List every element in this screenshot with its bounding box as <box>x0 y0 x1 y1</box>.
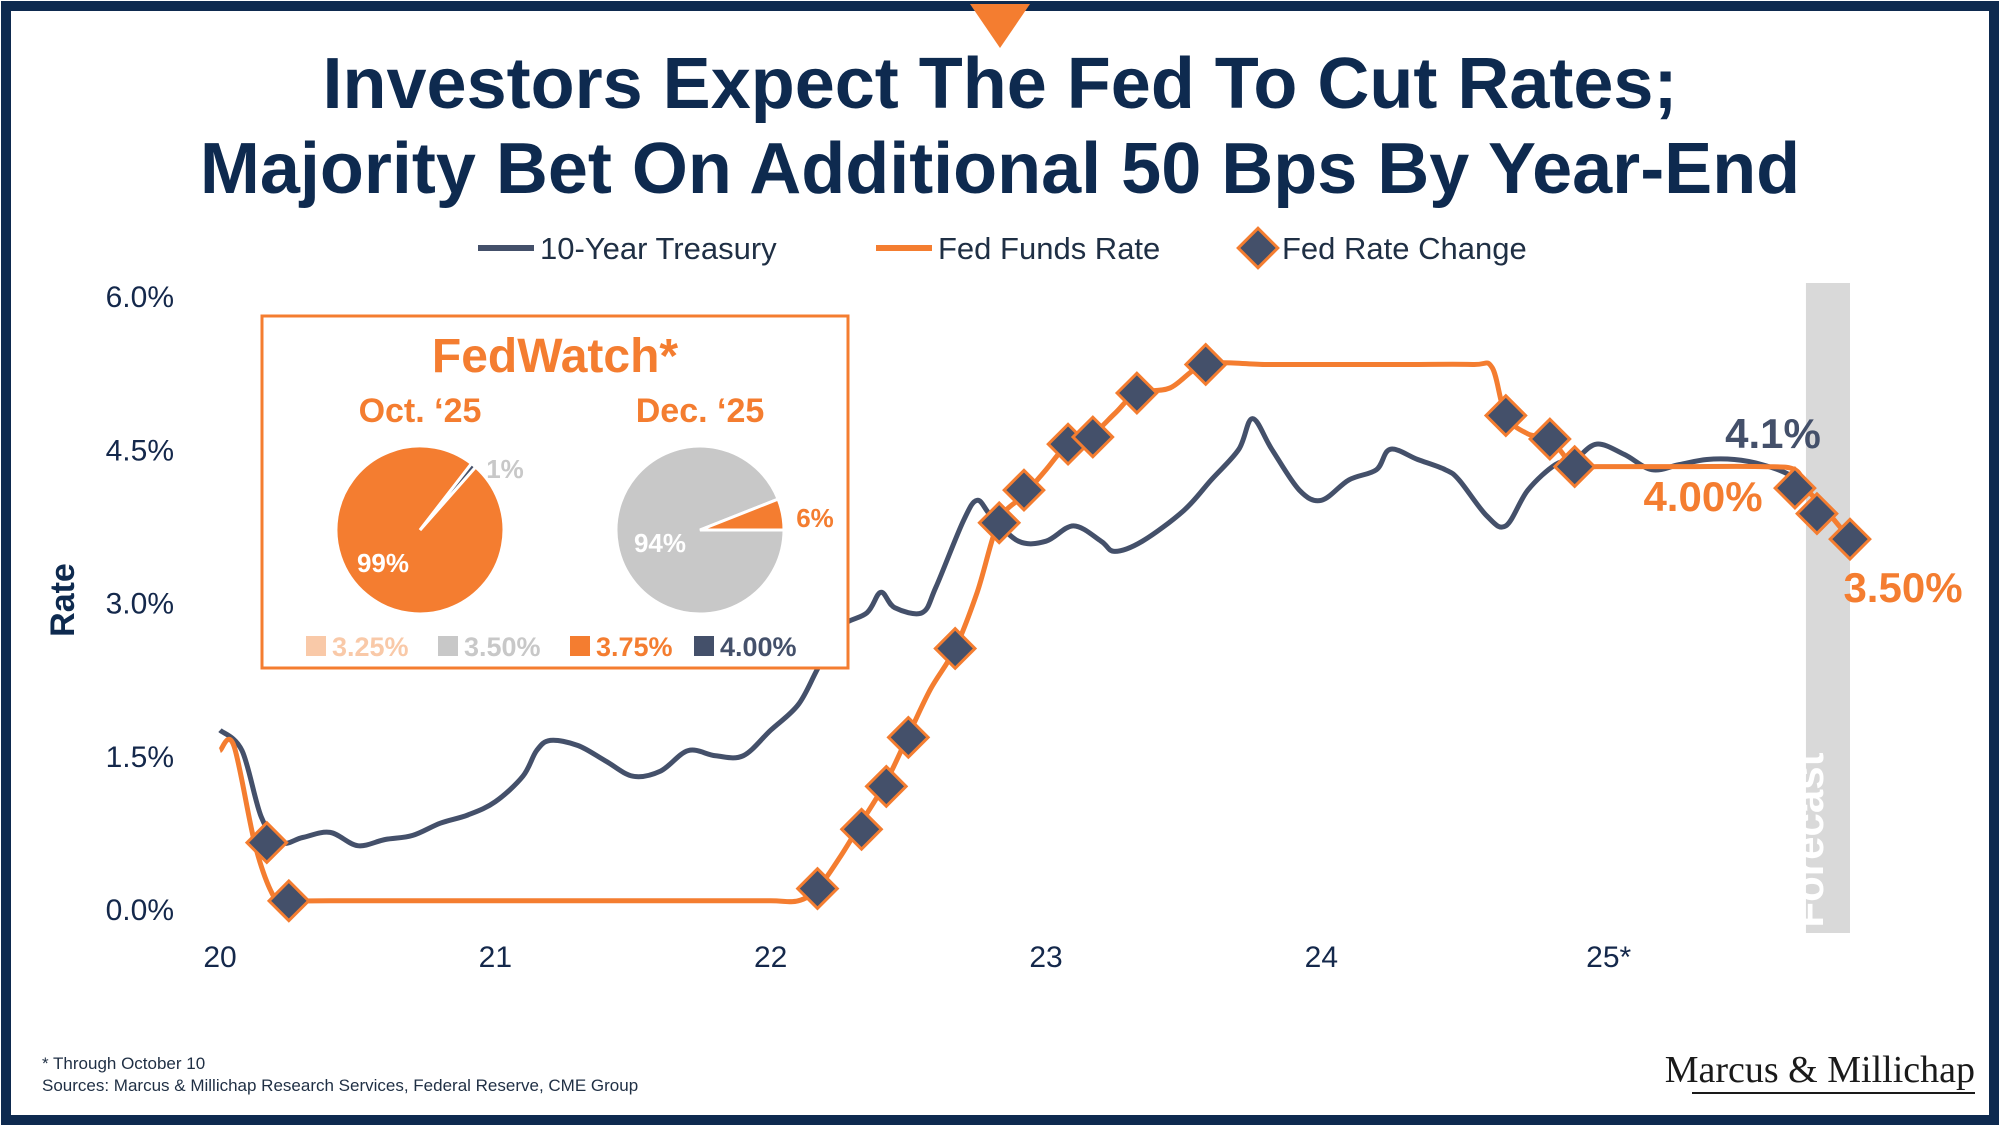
footnote: * Through October 10 <box>42 1054 205 1073</box>
x-tick-label: 21 <box>479 941 512 974</box>
pie-oct-99-label: 99% <box>357 548 409 578</box>
fed-rate-change-marker <box>1070 415 1115 459</box>
inset-title: FedWatch* <box>432 330 679 383</box>
fed-rate-change-marker <box>1183 342 1228 387</box>
legend: 10-Year Treasury Fed Funds Rate Fed Rate… <box>478 226 1527 270</box>
forecast-band-group: Forecast <box>1785 283 1850 933</box>
pie-oct-1-label: 1% <box>486 454 524 484</box>
fed-rate-change-marker <box>933 626 978 671</box>
fed-rate-change-marker <box>266 878 311 923</box>
inset-legend-325: 3.25% <box>332 632 409 662</box>
pie-dec-label: Dec. ‘25 <box>636 392 765 430</box>
top-marker-icon <box>970 4 1030 48</box>
fed-rate-change-marker <box>1483 393 1528 438</box>
fed-rate-change-marker <box>839 807 884 852</box>
pie-dec-94-label: 94% <box>634 528 686 558</box>
inset-legend-swatch-400 <box>694 636 714 656</box>
y-tick-label: 4.5% <box>106 434 174 467</box>
inset-legend-350: 3.50% <box>464 632 541 662</box>
inset-legend-swatch-350 <box>438 636 458 656</box>
y-tick-label: 1.5% <box>106 741 174 774</box>
y-axis-label: Rate <box>44 563 82 637</box>
fed-rate-change-marker <box>1002 468 1046 513</box>
inset-legend-swatch-325 <box>306 636 326 656</box>
pie-slice <box>418 461 478 531</box>
annotation-fed-forecast: 3.50% <box>1843 564 1962 611</box>
x-tick-label: 24 <box>1305 941 1338 974</box>
sources-note: Sources: Marcus & Millichap Research Ser… <box>42 1076 638 1095</box>
logo-text: Marcus & Millichap <box>1665 1049 1975 1091</box>
legend-fed-funds-label: Fed Funds Rate <box>938 231 1160 266</box>
fed-rate-change-marker <box>1527 417 1572 461</box>
x-axis-ticks: 20 21 22 23 24 25* <box>203 941 1631 974</box>
y-tick-label: 3.0% <box>106 588 174 621</box>
forecast-band <box>1805 283 1850 933</box>
y-axis-ticks: 6.0% 4.5% 3.0% 1.5% 0.0% <box>106 281 174 927</box>
fed-rate-change-marker <box>886 715 931 760</box>
y-tick-label: 6.0% <box>106 281 174 314</box>
pie-dec-6-label: 6% <box>796 503 834 533</box>
marker-layer <box>244 342 1872 923</box>
legend-fed-change-label: Fed Rate Change <box>1282 231 1527 266</box>
legend-treasury-label: 10-Year Treasury <box>540 231 777 266</box>
inset-legend-375: 3.75% <box>596 632 673 662</box>
fedwatch-inset: FedWatch* Oct. ‘25 Dec. ‘25 99% 1% 94% 6… <box>260 314 850 670</box>
fed-rate-change-marker <box>1114 371 1159 415</box>
fed-rate-change-marker <box>1795 491 1839 536</box>
fed-rate-change-marker <box>864 764 909 809</box>
x-tick-label: 23 <box>1029 941 1062 974</box>
pie-layer <box>334 444 786 616</box>
annotation-fed-current: 4.00% <box>1643 473 1762 520</box>
fed-rate-change-marker <box>1552 444 1597 489</box>
forecast-label: Forecast <box>1785 752 1832 927</box>
fed-rate-change-marker <box>1773 466 1817 510</box>
x-tick-label: 20 <box>203 941 236 974</box>
company-logo: Marcus & Millichap <box>1665 1049 1975 1094</box>
chart-title-line2: Majority Bet On Additional 50 Bps By Yea… <box>200 129 1800 209</box>
pie-oct-label: Oct. ‘25 <box>359 392 482 430</box>
fed-rate-change-marker <box>977 500 1022 545</box>
pie-slice <box>699 497 786 532</box>
fed-rate-change-marker <box>244 820 289 865</box>
fed-rate-change-marker <box>795 866 840 911</box>
y-tick-label: 0.0% <box>106 894 174 927</box>
annotation-treasury-end: 4.1% <box>1725 410 1821 457</box>
x-tick-label: 25* <box>1586 941 1631 974</box>
fed-rate-change-marker <box>1828 517 1872 562</box>
inset-legend-swatch-375 <box>570 636 590 656</box>
chart-title-line1: Investors Expect The Fed To Cut Rates; <box>323 44 1678 124</box>
inset-legend-400: 4.00% <box>720 632 797 662</box>
x-tick-label: 22 <box>754 941 787 974</box>
legend-fed-change-marker <box>1236 226 1280 270</box>
